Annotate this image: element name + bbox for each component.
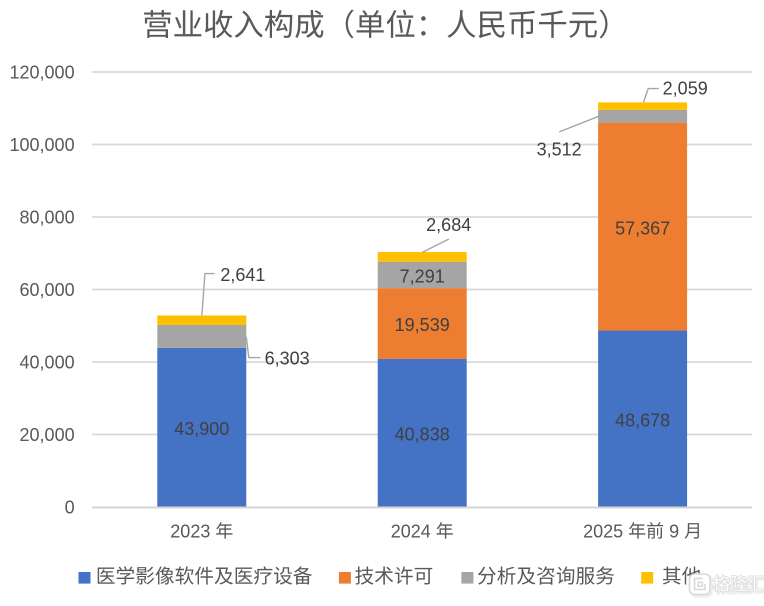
svg-text:57,367: 57,367: [615, 218, 670, 238]
svg-text:7,291: 7,291: [400, 267, 445, 287]
svg-text:20,000: 20,000: [20, 425, 75, 445]
svg-text:2,059: 2,059: [663, 79, 708, 99]
svg-text:40,838: 40,838: [395, 425, 450, 445]
svg-text:43,900: 43,900: [174, 419, 229, 439]
svg-text:2,641: 2,641: [220, 265, 265, 285]
svg-text:100,000: 100,000: [10, 135, 75, 155]
svg-text:48,678: 48,678: [615, 411, 670, 431]
svg-text:120,000: 120,000: [10, 62, 75, 82]
svg-text:40,000: 40,000: [20, 352, 75, 372]
svg-text:0: 0: [65, 497, 75, 517]
svg-text:2023: 2023: [170, 521, 210, 541]
svg-text:6,303: 6,303: [265, 349, 310, 369]
svg-text:19,539: 19,539: [395, 315, 450, 335]
svg-text:2,684: 2,684: [426, 215, 471, 235]
svg-text:2024: 2024: [391, 521, 431, 541]
svg-text:80,000: 80,000: [20, 207, 75, 227]
svg-text:60,000: 60,000: [20, 280, 75, 300]
svg-text:3,512: 3,512: [537, 140, 582, 160]
svg-text:2025: 2025: [583, 521, 623, 541]
svg-text:9: 9: [669, 521, 679, 541]
